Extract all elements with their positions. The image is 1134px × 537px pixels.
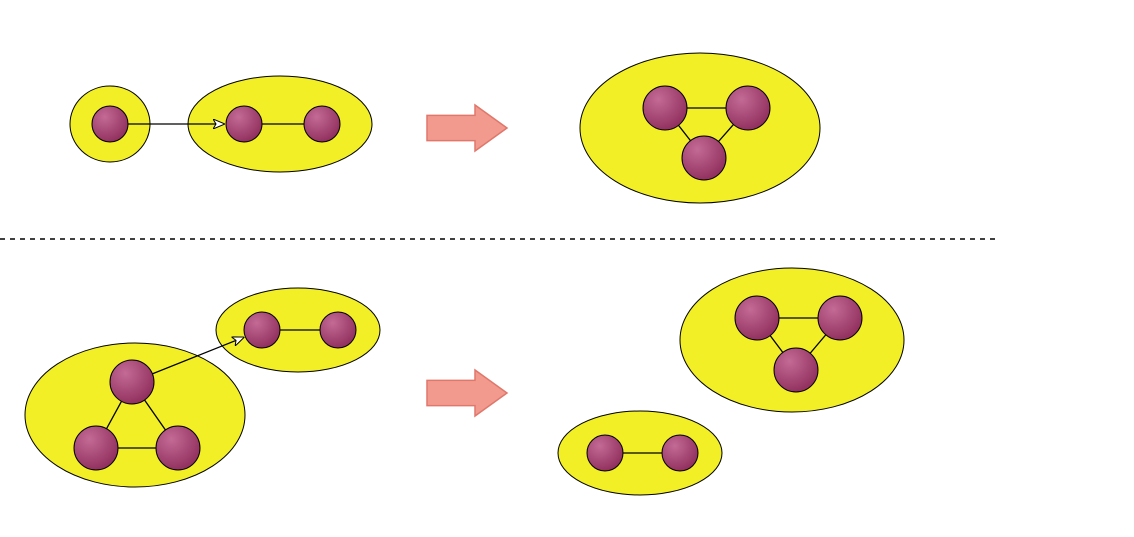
graph-node [682, 136, 726, 180]
graph-node [92, 106, 128, 142]
graph-node [226, 106, 262, 142]
graph-node [320, 312, 356, 348]
graph-node [735, 296, 779, 340]
graph-node [587, 435, 623, 471]
diagram-canvas [0, 0, 1134, 537]
graph-node [304, 106, 340, 142]
graph-node [156, 426, 200, 470]
graph-node [643, 86, 687, 130]
graph-node [244, 312, 280, 348]
graph-node [110, 360, 154, 404]
graph-node [726, 86, 770, 130]
graph-node [74, 426, 118, 470]
graph-node [662, 435, 698, 471]
cluster-ellipse [580, 53, 820, 203]
graph-node [818, 296, 862, 340]
graph-node [774, 348, 818, 392]
